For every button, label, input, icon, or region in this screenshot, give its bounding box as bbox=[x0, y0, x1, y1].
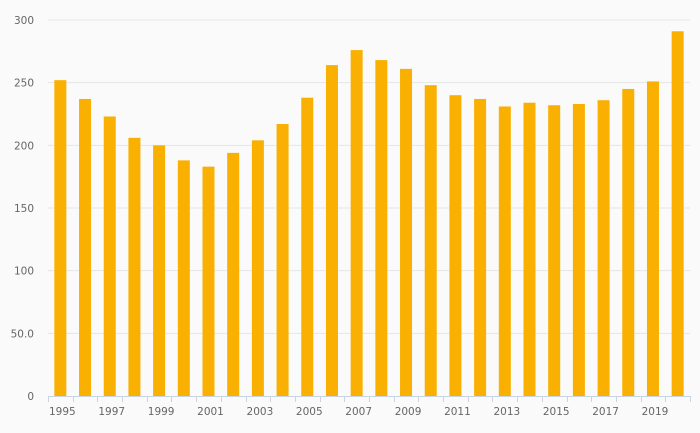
bar-2018 bbox=[622, 88, 635, 396]
bar-2013 bbox=[498, 106, 511, 396]
bar-2011 bbox=[449, 95, 462, 396]
bar-2007 bbox=[350, 50, 363, 397]
x-tick-label: 2015 bbox=[543, 406, 570, 418]
bar-2019 bbox=[646, 81, 659, 396]
bar-1999 bbox=[153, 145, 166, 396]
x-tick-label: 2019 bbox=[642, 406, 669, 418]
bar-1995 bbox=[54, 80, 67, 396]
bar-2020 bbox=[671, 31, 684, 397]
x-tick-label: 1997 bbox=[98, 406, 125, 418]
bar-2008 bbox=[375, 60, 388, 397]
x-tick-label: 2013 bbox=[493, 406, 520, 418]
bar-2016 bbox=[572, 103, 585, 397]
bar-1996 bbox=[79, 98, 92, 397]
y-tick-label: 250 bbox=[14, 78, 34, 90]
x-tick-label: 2007 bbox=[345, 406, 372, 418]
x-tick-label: 2001 bbox=[197, 406, 224, 418]
bar-2005 bbox=[301, 97, 314, 396]
y-tick-label: 200 bbox=[14, 140, 34, 152]
bar-2004 bbox=[276, 124, 289, 396]
bar-2002 bbox=[227, 152, 240, 396]
bar-1998 bbox=[128, 137, 141, 396]
bar-2006 bbox=[325, 65, 338, 397]
bar-2014 bbox=[523, 102, 536, 396]
bar-2003 bbox=[251, 140, 264, 396]
bar-2012 bbox=[474, 98, 487, 397]
x-tick-label: 2017 bbox=[592, 406, 619, 418]
bar-2001 bbox=[202, 166, 215, 396]
x-tick-label: 1999 bbox=[148, 406, 175, 418]
bar-2000 bbox=[177, 160, 190, 396]
bar-1997 bbox=[103, 116, 116, 397]
x-tick-label: 2011 bbox=[444, 406, 471, 418]
y-tick-label: 50.0 bbox=[11, 328, 34, 340]
y-tick-label: 150 bbox=[14, 203, 34, 215]
y-tick-label: 300 bbox=[14, 15, 34, 27]
bar-2017 bbox=[597, 100, 610, 397]
x-tick-label: 2005 bbox=[296, 406, 323, 418]
bar-2009 bbox=[400, 68, 413, 396]
y-tick-label: 0 bbox=[27, 391, 34, 403]
bar-2015 bbox=[548, 105, 561, 396]
x-tick-label: 1995 bbox=[49, 406, 76, 418]
y-tick-label: 100 bbox=[14, 266, 34, 278]
bar-2010 bbox=[424, 85, 437, 396]
x-tick-label: 2009 bbox=[395, 406, 422, 418]
x-tick-label: 2003 bbox=[247, 406, 274, 418]
